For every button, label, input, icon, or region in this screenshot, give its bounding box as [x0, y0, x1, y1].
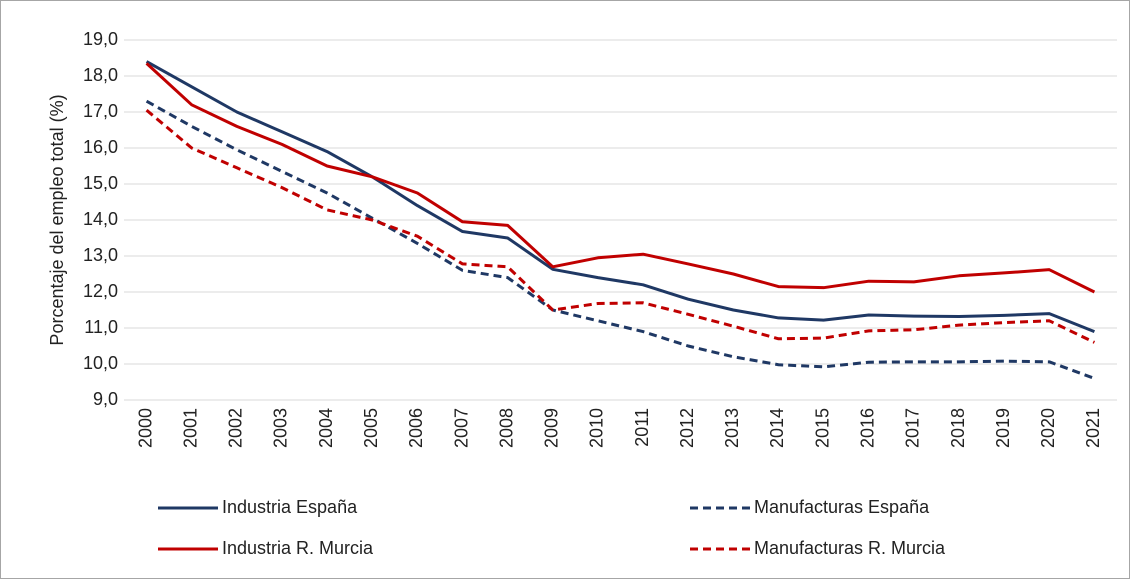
x-tick-label: 2008 [496, 408, 516, 448]
x-tick-label: 2011 [632, 408, 652, 447]
y-tick-label: 17,0 [83, 101, 118, 121]
y-axis-title: Porcentaje del empleo total (%) [47, 94, 67, 345]
y-tick-label: 19,0 [83, 29, 118, 49]
x-tick-label: 2018 [948, 408, 968, 448]
x-tick-label: 2000 [135, 408, 155, 448]
x-tick-label: 2007 [451, 408, 471, 448]
x-tick-label: 2006 [406, 408, 426, 448]
series-line [145, 109, 1096, 344]
series-line [145, 60, 1095, 333]
x-tick-label: 2021 [1083, 408, 1103, 448]
y-tick-label: 16,0 [83, 137, 118, 157]
legend-label: Industria R. Murcia [222, 538, 374, 558]
y-tick-label: 12,0 [83, 281, 118, 301]
x-tick-label: 2002 [226, 408, 246, 448]
x-tick-label: 2017 [903, 408, 923, 448]
y-tick-label: 18,0 [83, 65, 118, 85]
x-tick-label: 2019 [993, 408, 1013, 448]
legend-label: Manufacturas R. Murcia [754, 538, 946, 558]
y-tick-label: 9,0 [93, 389, 118, 409]
x-tick-label: 2003 [271, 408, 291, 448]
legend-label: Manufacturas España [754, 497, 930, 517]
y-tick-label: 14,0 [83, 209, 118, 229]
series-line [145, 99, 1095, 380]
x-tick-label: 2013 [722, 408, 742, 448]
x-tick-label: 2004 [316, 408, 336, 448]
x-tick-label: 2014 [767, 408, 787, 448]
x-tick-label: 2009 [542, 408, 562, 448]
x-tick-label: 2010 [587, 408, 607, 448]
x-tick-label: 2015 [812, 408, 832, 448]
y-tick-label: 11,0 [84, 317, 118, 337]
x-tick-label: 2005 [361, 408, 381, 448]
y-tick-label: 10,0 [83, 353, 118, 373]
x-tick-label: 2020 [1038, 408, 1058, 448]
y-tick-label: 13,0 [83, 245, 118, 265]
y-tick-label: 15,0 [83, 173, 118, 193]
x-tick-label: 2012 [677, 408, 697, 448]
x-tick-label: 2001 [180, 408, 200, 448]
x-tick-label: 2016 [858, 408, 878, 448]
series-line [145, 62, 1096, 294]
legend-label: Industria España [222, 497, 358, 517]
